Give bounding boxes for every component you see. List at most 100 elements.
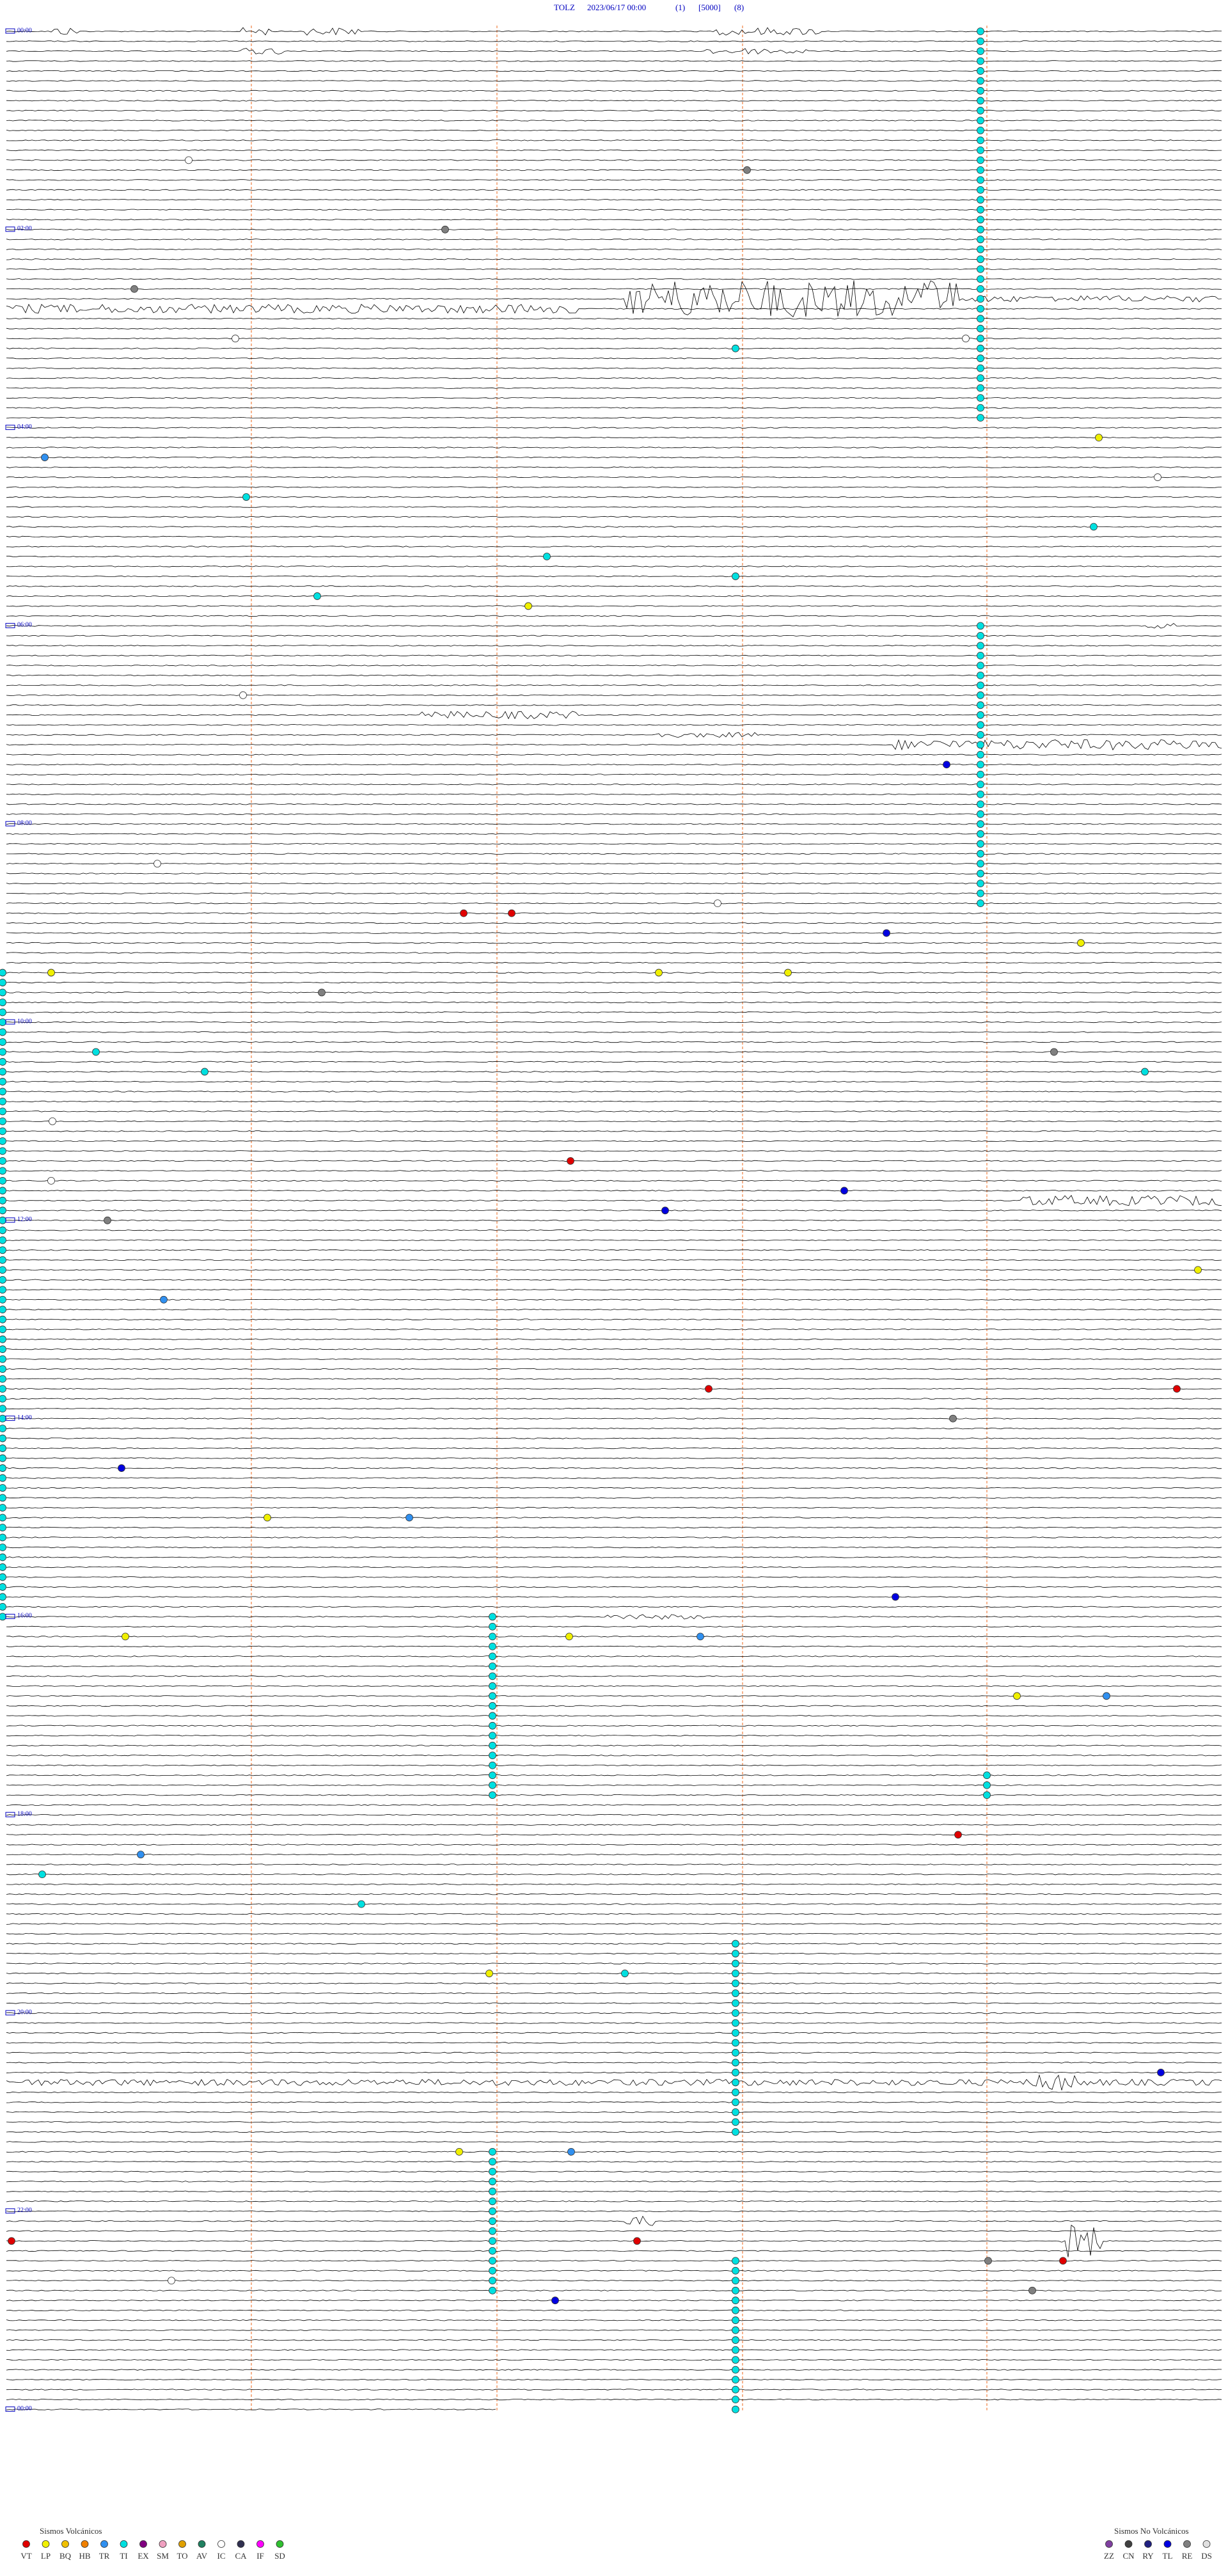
trace: [6, 853, 1222, 855]
legend-code: TR: [99, 2551, 110, 2561]
hour-label: 06:00: [17, 622, 32, 629]
event-marker: [977, 820, 984, 828]
event-marker: [489, 2286, 496, 2295]
event-marker: [489, 2207, 496, 2215]
event-marker: [977, 840, 984, 848]
event-marker: [0, 1167, 6, 1175]
legend-swatch: [22, 2540, 30, 2548]
trace: [6, 595, 1222, 597]
event-marker: [0, 1068, 6, 1076]
event-marker: [118, 1464, 125, 1472]
event-marker: [732, 2326, 739, 2334]
trace: [6, 1348, 1222, 1350]
event-marker: [313, 592, 321, 600]
event-marker: [0, 1157, 6, 1165]
trace: [6, 2101, 1222, 2103]
trace: [6, 1407, 1222, 1410]
trace: [6, 932, 1222, 934]
event-marker: [0, 1236, 6, 1244]
trace: [6, 496, 1222, 498]
event-marker: [0, 1196, 6, 1205]
event-marker: [0, 1345, 6, 1354]
trace: [6, 70, 1222, 72]
trace: [6, 100, 1222, 102]
label-icon: [5, 1613, 15, 1619]
trace: [6, 1358, 1222, 1360]
legend-code: IF: [256, 2551, 264, 2561]
event-marker: [732, 573, 739, 580]
trace: [6, 1586, 1222, 1588]
event-marker: [0, 1048, 6, 1056]
event-marker: [489, 1781, 496, 1789]
trace: [6, 1576, 1222, 1578]
event-marker: [977, 374, 984, 383]
trace: [6, 1755, 1222, 1757]
trace: [6, 2131, 1222, 2133]
trace: [6, 2389, 1222, 2390]
trace: [6, 2339, 1222, 2341]
trace: [6, 2210, 1222, 2213]
trace: [6, 1031, 1222, 1033]
event-marker: [489, 1741, 496, 1750]
trace: [6, 1636, 1222, 1638]
event-marker: [732, 2277, 739, 2285]
event-marker: [977, 116, 984, 125]
event-marker: [0, 1454, 6, 1462]
trace: [6, 2309, 1222, 2311]
hour-label: 08:00: [17, 819, 32, 826]
trace: [6, 892, 1222, 894]
event-marker: [318, 988, 326, 997]
event-marker: [154, 860, 161, 868]
event-marker: [977, 671, 984, 679]
event-marker: [661, 1206, 669, 1215]
trace: [6, 2224, 1222, 2257]
event-marker: [732, 1970, 739, 1977]
event-marker: [489, 1613, 496, 1621]
event-marker: [0, 988, 6, 997]
event-marker: [0, 1008, 6, 1016]
trace: [6, 942, 1222, 944]
label-icon: [5, 1217, 15, 1223]
event-marker: [0, 1504, 6, 1512]
event-marker: [489, 1751, 496, 1760]
event-marker: [977, 146, 984, 154]
legend-swatch: [1105, 2540, 1113, 2548]
event-marker: [485, 1970, 493, 1977]
legend-code: SD: [274, 2551, 285, 2561]
event-marker: [264, 1513, 271, 1522]
trace: [6, 1497, 1222, 1499]
event-marker: [0, 1484, 6, 1492]
trace: [6, 2022, 1222, 2024]
event-marker: [977, 335, 984, 343]
event-marker: [732, 2039, 739, 2047]
trace: [6, 357, 1222, 360]
trace: [6, 347, 1222, 349]
trace: [6, 1190, 1222, 1192]
trace: [6, 882, 1222, 885]
legend-swatch: [1183, 2540, 1191, 2548]
trace: [6, 397, 1222, 399]
event-marker: [0, 1206, 6, 1215]
trace: [6, 1893, 1222, 1895]
event-marker: [977, 731, 984, 739]
event-marker: [0, 979, 6, 986]
event-marker: [977, 225, 984, 233]
trace: [6, 1784, 1222, 1786]
legend-swatch: [61, 2540, 69, 2548]
trace: [6, 615, 1222, 617]
event-marker: [489, 2237, 496, 2245]
trace: [6, 1210, 1222, 1212]
trace: [6, 2181, 1222, 2183]
event-marker: [242, 493, 250, 501]
legend-swatch: [159, 2540, 167, 2548]
event-marker: [732, 344, 739, 352]
trace: [6, 1546, 1222, 1549]
legend-code: TO: [177, 2551, 187, 2561]
trace: [6, 2289, 1222, 2291]
legend-swatch: [1202, 2540, 1211, 2548]
legend: Sismos Volcánicos Sismos No Volcánicos V…: [20, 2526, 1211, 2561]
event-marker: [977, 324, 984, 333]
trace: [6, 1715, 1222, 1717]
trace: [6, 1873, 1222, 1876]
legend-swatch: [217, 2540, 225, 2548]
